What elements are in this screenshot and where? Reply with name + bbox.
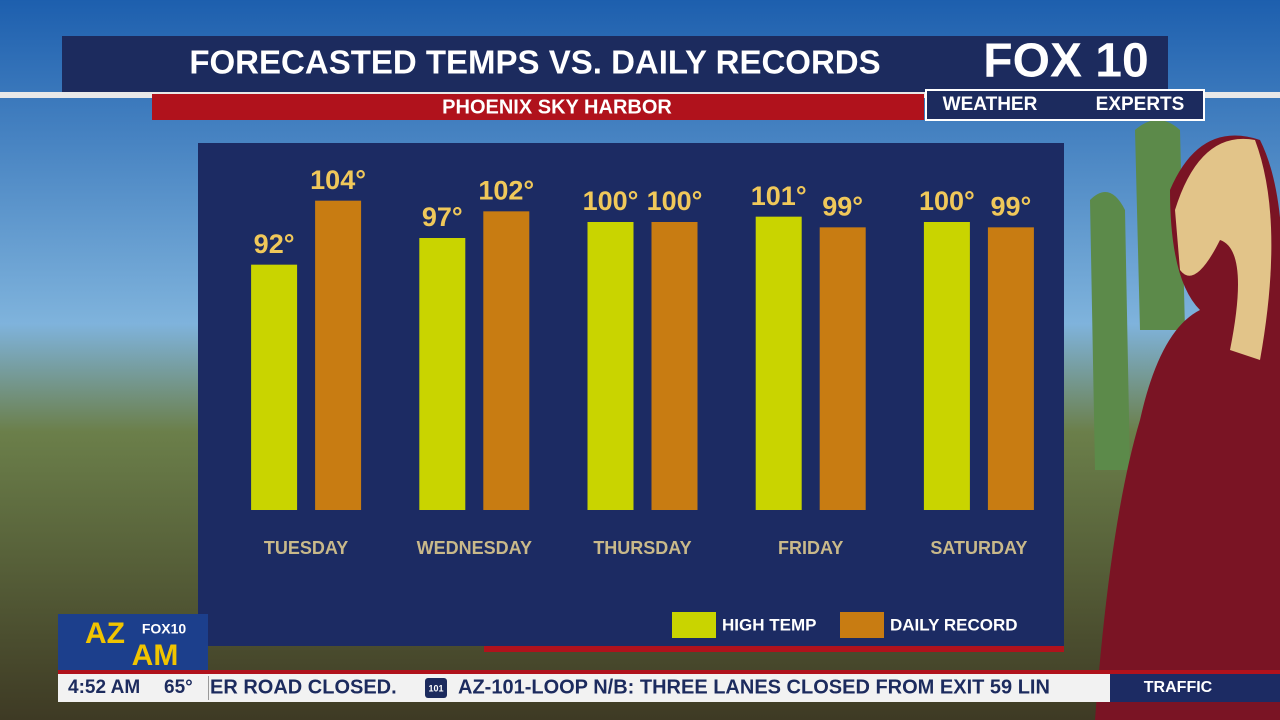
bar [651, 222, 698, 510]
bar [315, 200, 362, 510]
legend-swatch [672, 612, 716, 638]
bar [419, 238, 466, 510]
panel-rule [484, 646, 1064, 652]
chart: TUESDAY 92° 104° WEDNESDAY 97° 102° THURSDAY 10… [251, 165, 1034, 638]
show-logo-top: AZ [85, 617, 125, 650]
cactus [1090, 120, 1185, 470]
bar [819, 227, 866, 511]
presenter-hair [1175, 138, 1272, 360]
subtitle: PHOENIX SKY HARBOR [442, 96, 672, 118]
bar [755, 216, 802, 510]
route-shield-number: 101 [428, 683, 443, 693]
ticker [58, 674, 1280, 702]
value-label: 92° [254, 229, 295, 259]
ticker-item: AZ-101-LOOP N/B: THREE LANES CLOSED FROM… [458, 676, 1050, 698]
bar [923, 222, 970, 510]
logo-tag-right: EXPERTS [1096, 94, 1185, 115]
value-label: 102° [478, 175, 534, 205]
logo: FOX 10 [983, 35, 1148, 88]
bar [587, 222, 634, 510]
ticker-rule [58, 670, 1280, 674]
presenter [1095, 135, 1280, 720]
value-label: 97° [422, 202, 463, 232]
title-bar [62, 36, 1168, 92]
x-tick-label: WEDNESDAY [417, 538, 532, 558]
value-label: 99° [822, 191, 863, 221]
ticker-item: ER ROAD CLOSED. [210, 676, 397, 698]
value-label: 104° [310, 165, 366, 195]
bar [987, 227, 1034, 511]
title: FORECASTED TEMPS VS. DAILY RECORDS [189, 44, 880, 81]
legend-label: HIGH TEMP [722, 615, 816, 634]
logo-tag [925, 89, 1205, 121]
show-logo [58, 614, 208, 674]
value-label: 100° [583, 186, 639, 216]
logo-tag-left: WEATHER [943, 94, 1038, 115]
value-label: 101° [751, 181, 807, 211]
ticker-time: 4:52 AM [68, 677, 140, 698]
ticker-section-box [1110, 674, 1280, 702]
show-logo-brand: FOX10 [142, 621, 187, 637]
show-logo-bottom: AM [132, 639, 179, 672]
legend-swatch [840, 612, 884, 638]
x-tick-label: THURSDAY [593, 538, 691, 558]
legend-label: DAILY RECORD [890, 615, 1018, 634]
bar [251, 264, 298, 510]
bar [483, 211, 530, 511]
value-label: 100° [647, 186, 703, 216]
subtitle-bar [152, 94, 924, 120]
value-label: 100° [919, 186, 975, 216]
ticker-temperature: 65° [164, 677, 193, 698]
x-tick-label: FRIDAY [778, 538, 843, 558]
ticker-divider [208, 676, 209, 700]
x-tick-label: SATURDAY [930, 538, 1027, 558]
value-label: 99° [990, 191, 1031, 221]
ticker-section: TRAFFIC [1144, 679, 1213, 696]
route-shield [425, 678, 447, 698]
x-tick-label: TUESDAY [264, 538, 348, 558]
